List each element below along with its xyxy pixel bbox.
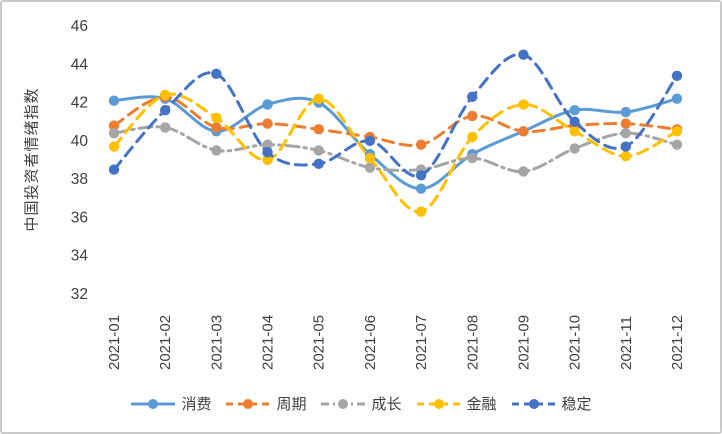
legend-item-label: 周期 <box>276 396 307 413</box>
legend-line-icon <box>511 398 556 409</box>
x-tick-label: 2021-10 <box>567 315 584 370</box>
legend-item-cyclical[interactable]: 周期 <box>225 393 306 414</box>
x-tick-label: 2021-04 <box>260 315 277 370</box>
legend-item-label: 成长 <box>371 396 402 413</box>
x-tick-label: 2021-07 <box>413 315 430 370</box>
series-markers-2 <box>108 122 683 177</box>
y-tick-label: 34 <box>71 248 89 265</box>
series-line-3 <box>112 92 679 214</box>
y-tick-label: 38 <box>71 171 88 188</box>
x-tick-label: 2021-08 <box>464 315 481 370</box>
legend-line-icon <box>226 398 271 409</box>
legend-item-label: 消费 <box>181 396 212 413</box>
series-markers-4 <box>108 49 683 181</box>
x-tick-label: 2021-03 <box>208 315 225 370</box>
legend-line-icon <box>416 398 461 409</box>
legend-line-icon <box>321 398 366 409</box>
series-line-4 <box>112 52 679 178</box>
x-tick-label: 2021-11 <box>618 316 635 370</box>
x-tick-label: 2021-12 <box>669 315 686 370</box>
legend-item-stability[interactable]: 稳定 <box>511 393 592 414</box>
legend-item-growth[interactable]: 成长 <box>320 393 402 414</box>
y-axis-title: 中国投资者情绪指数 <box>23 87 41 232</box>
legend-item-label: 稳定 <box>561 396 592 413</box>
x-tick-label: 2021-05 <box>311 315 328 370</box>
x-tick-label: 2021-02 <box>157 315 174 370</box>
legend-item-consumption[interactable]: 消费 <box>130 393 211 414</box>
x-tick-label: 2021-06 <box>362 315 379 370</box>
chart-legend: 消费 周期 成长 金融 稳定 <box>2 393 720 414</box>
series-markers-3 <box>108 89 683 217</box>
y-tick-label: 44 <box>71 56 89 73</box>
legend-item-financial[interactable]: 金融 <box>416 393 497 414</box>
y-tick-label: 40 <box>71 133 89 150</box>
y-tick-label: 42 <box>71 95 88 112</box>
x-tick-label: 2021-01 <box>106 315 123 370</box>
series-line-2 <box>112 125 679 174</box>
x-tick-label: 2021-09 <box>515 315 532 370</box>
y-tick-label: 36 <box>71 209 88 226</box>
legend-line-icon <box>131 398 176 409</box>
y-tick-label: 32 <box>71 286 88 303</box>
y-tick-label: 46 <box>71 18 88 35</box>
legend-item-label: 金融 <box>466 396 497 413</box>
